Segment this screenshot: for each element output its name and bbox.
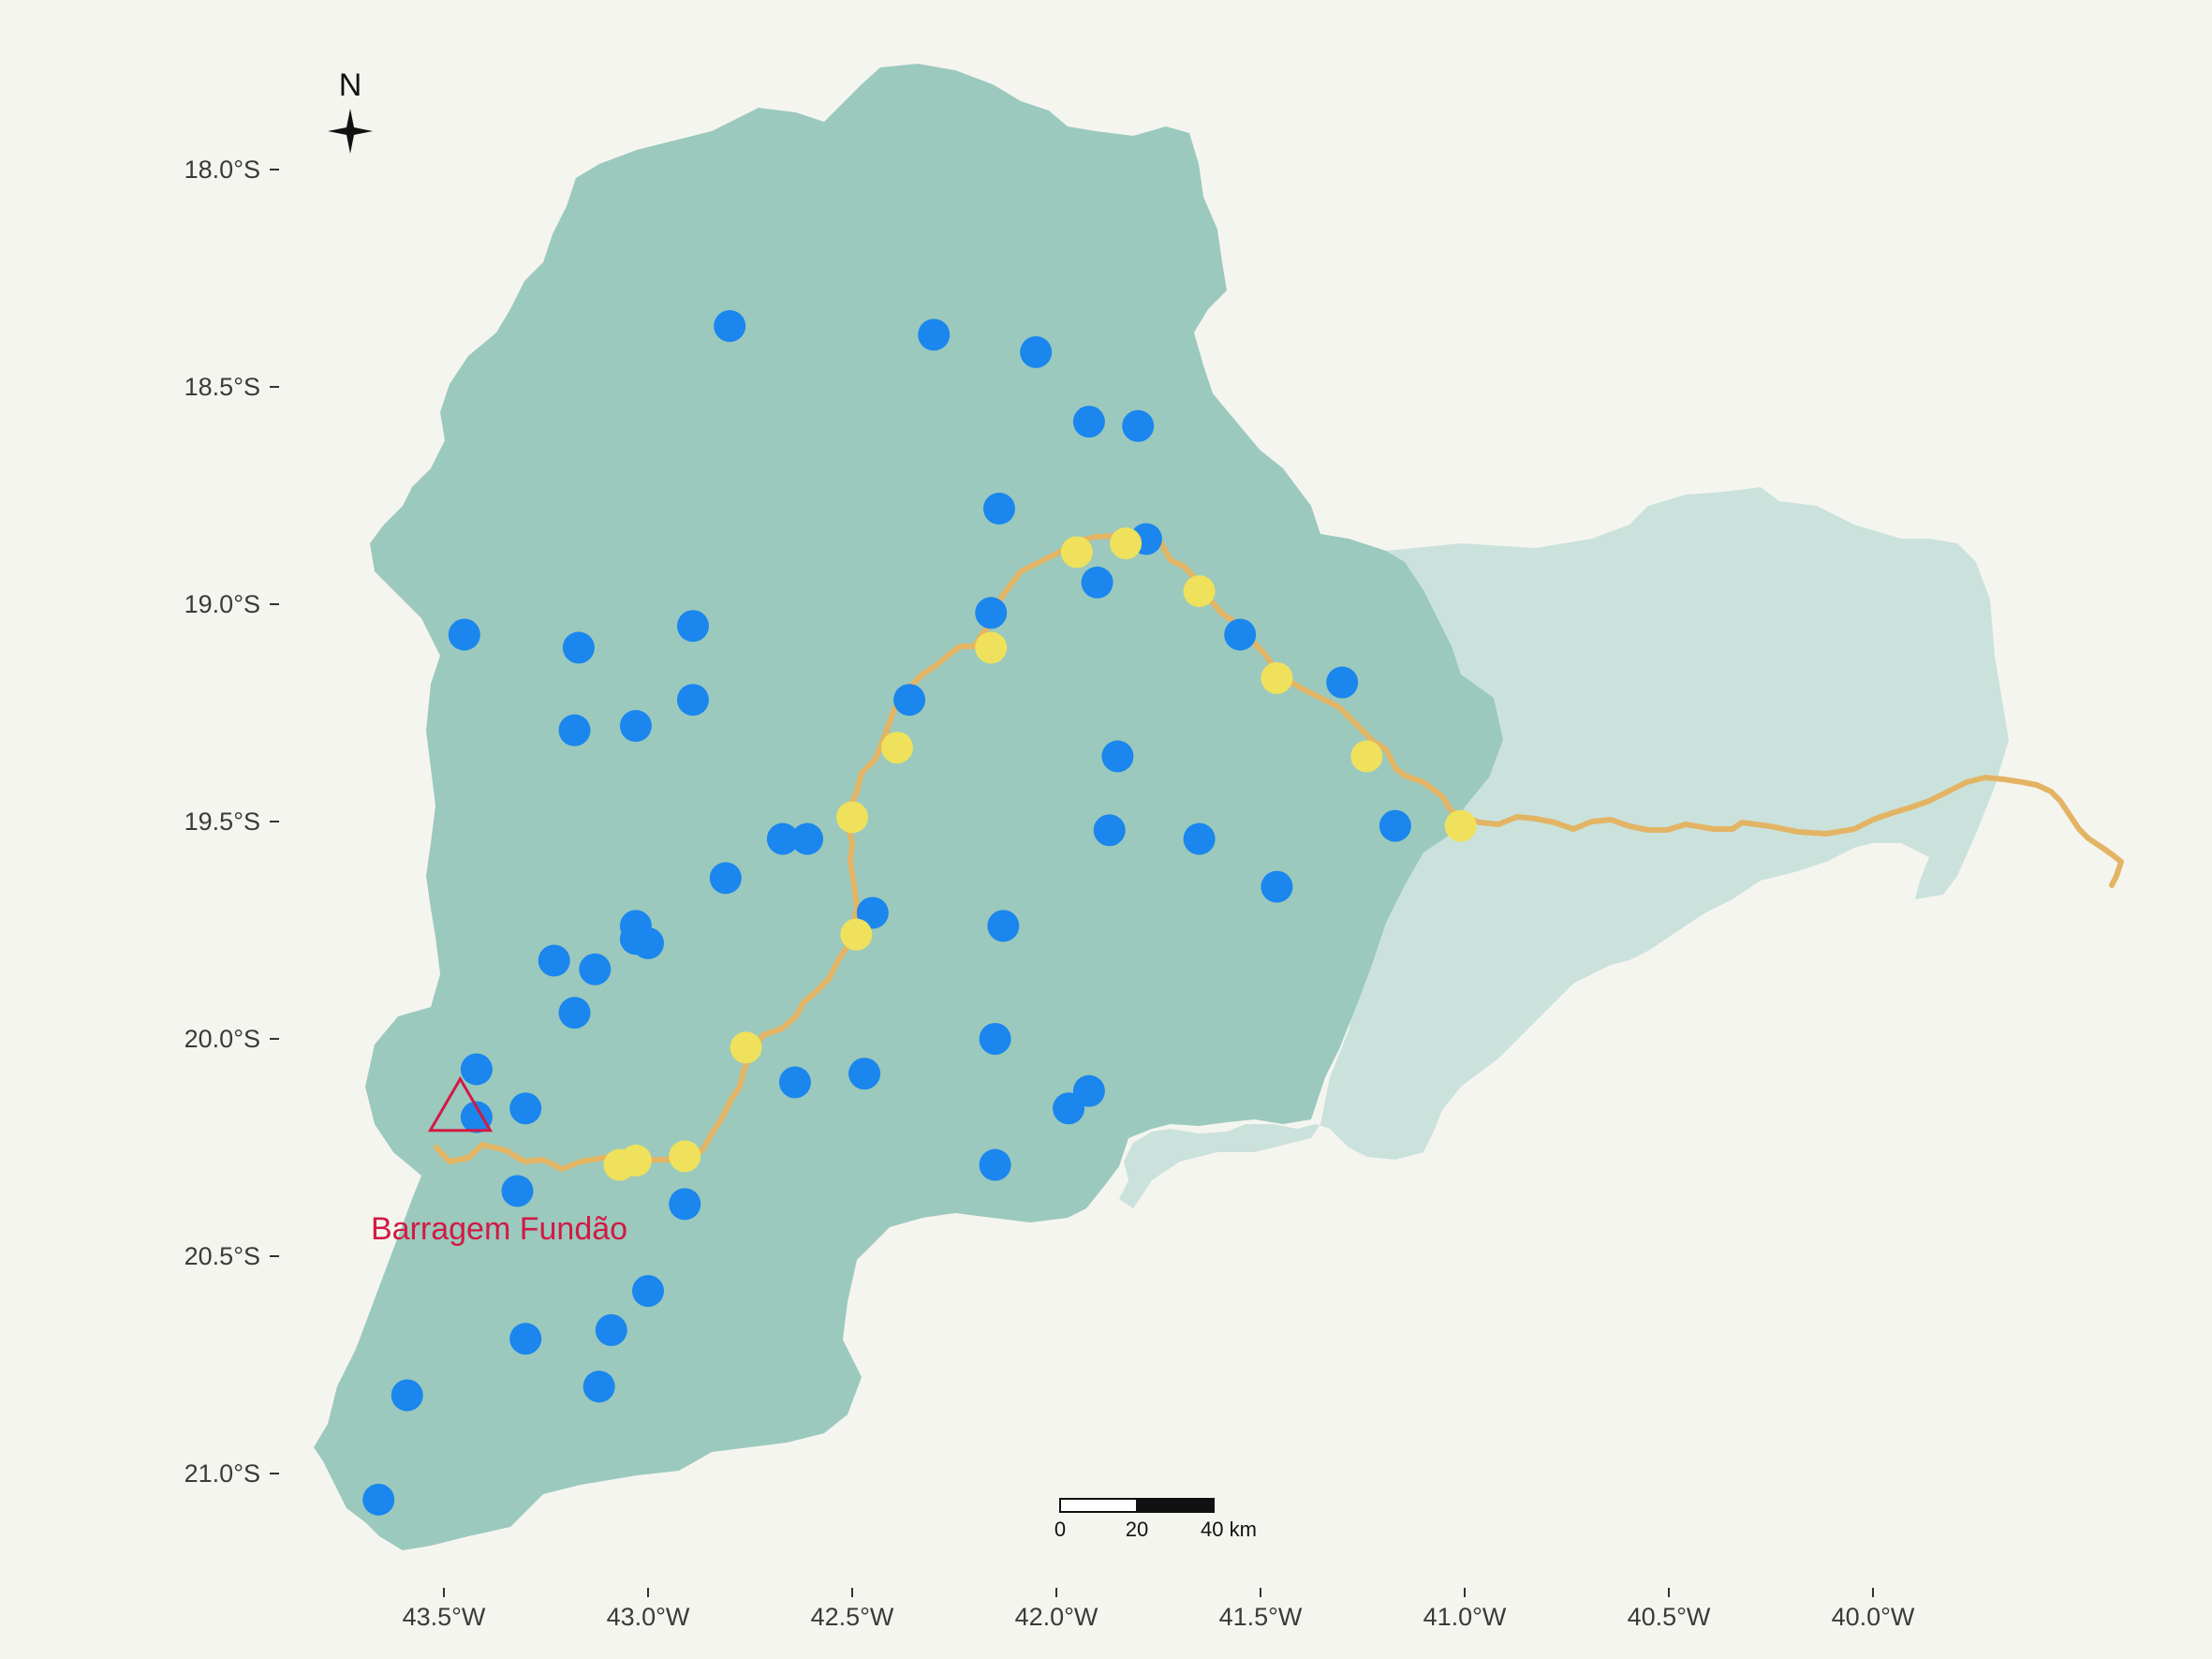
y-tick-label: 18.0°S: [184, 156, 260, 184]
blue-point: [558, 714, 591, 747]
y-tick-label: 20.0°S: [184, 1025, 260, 1053]
scale-label-40: 40 km: [1201, 1518, 1257, 1541]
blue-point: [1379, 809, 1411, 842]
blue-point: [558, 997, 591, 1029]
blue-point: [1020, 335, 1053, 368]
yellow-point: [1350, 740, 1383, 773]
blue-point: [669, 1188, 701, 1221]
blue-point: [501, 1175, 534, 1207]
blue-point: [987, 910, 1020, 942]
blue-point: [1081, 566, 1113, 599]
x-axis: 43.5°W 43.0°W 42.5°W 42.0°W 41.5°W 41.0°W 40.5…: [403, 1588, 1915, 1631]
dam-label: Barragem Fundão: [371, 1211, 627, 1247]
y-tick-label: 19.5°S: [184, 807, 260, 836]
blue-point: [595, 1313, 627, 1346]
x-tick-label: 41.0°W: [1423, 1603, 1507, 1631]
yellow-point: [1060, 536, 1093, 569]
scale-segment-white: [1059, 1498, 1138, 1513]
blue-point: [982, 492, 1015, 525]
compass-star-icon: [328, 109, 373, 154]
blue-point: [1224, 618, 1257, 651]
yellow-point: [730, 1031, 762, 1064]
x-tick-label: 40.5°W: [1628, 1603, 1711, 1631]
doce-river: [434, 531, 2124, 1172]
x-tick-label: 42.0°W: [1015, 1603, 1099, 1631]
blue-point: [918, 318, 951, 351]
scale-bar: 0 20 40 km: [1054, 1498, 1257, 1541]
blue-point: [460, 1101, 493, 1133]
upper-basin-region: [314, 64, 1503, 1550]
blue-point: [709, 862, 742, 895]
scale-segment-black: [1136, 1498, 1215, 1513]
lower-basin-region: [1119, 487, 2009, 1208]
yellow-point: [880, 732, 913, 764]
blue-point: [391, 1379, 423, 1412]
blue-point: [714, 310, 746, 343]
blue-point: [619, 709, 652, 742]
y-tick-label: 20.5°S: [184, 1242, 260, 1270]
y-tick-label: 21.0°S: [184, 1459, 260, 1488]
yellow-point: [1261, 661, 1293, 694]
blue-point: [791, 822, 824, 855]
north-arrow-label: N: [339, 67, 362, 103]
yellow-point: [669, 1140, 701, 1173]
blue-point: [632, 1275, 664, 1308]
blue-point: [1101, 740, 1134, 773]
yellow-point: [1444, 809, 1477, 842]
blue-point: [979, 1023, 1011, 1055]
yellow-point: [1183, 575, 1216, 608]
blue-point: [893, 684, 926, 717]
blue-point: [538, 944, 570, 977]
north-arrow: N: [328, 67, 373, 154]
blue-point: [676, 684, 709, 717]
monitoring-points-blue: [362, 310, 1411, 1516]
dam-marker: Barragem Fundão: [371, 1075, 627, 1247]
blue-point: [509, 1092, 542, 1125]
blue-point: [632, 926, 664, 959]
blue-point: [448, 618, 480, 651]
y-tick-label: 19.0°S: [184, 590, 260, 618]
blue-point: [1053, 1092, 1085, 1125]
yellow-point: [836, 801, 868, 834]
blue-point: [979, 1148, 1011, 1181]
x-tick-label: 41.5°W: [1219, 1603, 1303, 1631]
yellow-point: [840, 918, 873, 951]
x-tick-label: 42.5°W: [811, 1603, 894, 1631]
blue-point: [856, 896, 889, 929]
blue-point: [1093, 814, 1126, 847]
blue-point: [509, 1323, 542, 1355]
blue-point: [562, 631, 595, 664]
blue-point: [582, 1370, 615, 1403]
scale-label-20: 20: [1126, 1518, 1148, 1541]
blue-point: [1072, 406, 1105, 438]
x-tick-label: 40.0°W: [1832, 1603, 1915, 1631]
blue-point: [362, 1483, 395, 1516]
blue-point: [676, 610, 709, 643]
blue-point: [1122, 409, 1155, 442]
blue-point: [778, 1066, 811, 1099]
yellow-point: [975, 631, 1008, 664]
blue-point: [1261, 870, 1293, 903]
blue-point: [579, 953, 612, 985]
y-tick-label: 18.5°S: [184, 373, 260, 401]
yellow-point: [603, 1148, 636, 1181]
blue-point: [766, 822, 799, 855]
blue-point: [1183, 822, 1216, 855]
yellow-point: [1110, 527, 1143, 560]
blue-point: [460, 1053, 493, 1086]
dam-triangle-icon: [427, 1075, 494, 1133]
y-axis: 18.0°S 18.5°S 19.0°S 19.5°S 20.0°S 20.5°S 21.0…: [184, 156, 279, 1488]
blue-point: [975, 597, 1008, 630]
blue-point: [848, 1058, 881, 1090]
x-tick-label: 43.5°W: [403, 1603, 486, 1631]
monitoring-points-yellow: [603, 527, 1477, 1181]
blue-point: [1326, 666, 1359, 699]
scale-label-0: 0: [1054, 1518, 1066, 1541]
x-tick-label: 43.0°W: [607, 1603, 690, 1631]
